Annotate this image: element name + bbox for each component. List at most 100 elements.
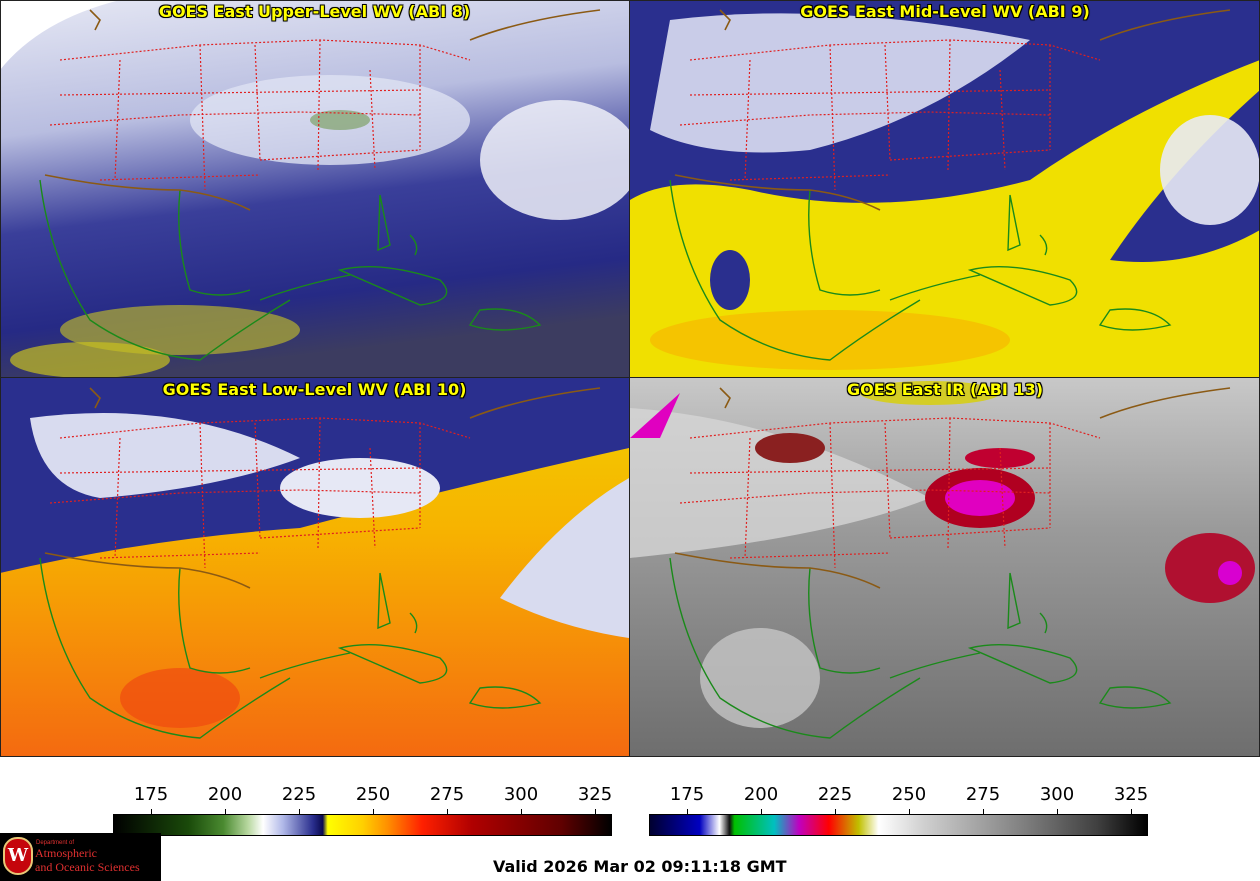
satellite-image-low-wv [0, 378, 629, 756]
state-border [729, 174, 891, 181]
panel-low-level-wv: GOES East Low-Level WV (ABI 10) [0, 378, 629, 756]
uw-crest-icon: W [3, 837, 33, 875]
colorbar-tick-label: 275 [429, 784, 465, 805]
state-border [114, 437, 121, 559]
colorbar-tick [909, 809, 910, 815]
map-boundary [337, 265, 448, 306]
state-border [889, 149, 1051, 161]
aos-logo: W Department of Atmospheric and Oceanic … [0, 833, 161, 881]
map-boundary [259, 652, 351, 679]
state-border [254, 44, 261, 161]
state-border [114, 59, 121, 181]
map-boundary [889, 652, 981, 679]
panel-upper-level-wv: GOES East Upper-Level WV (ABI 8) [0, 0, 629, 377]
state-border [829, 422, 836, 569]
satellite-image-upper-wv [0, 0, 629, 377]
colorbar-tick [299, 809, 300, 815]
map-boundary [674, 552, 881, 589]
map-boundary [719, 9, 731, 31]
map-boundary [178, 567, 251, 674]
panel-title: GOES East Low-Level WV (ABI 10) [162, 380, 467, 399]
map-boundary [44, 552, 251, 589]
state-border [999, 69, 1006, 171]
state-border [59, 417, 471, 439]
colorbar-tick-label: 275 [965, 784, 1001, 805]
map-boundary [1039, 612, 1048, 634]
map-boundary [468, 308, 542, 331]
map-boundary [44, 174, 251, 211]
map-boundary [719, 387, 731, 409]
map-boundary [337, 643, 448, 684]
colorbar-tick [225, 809, 226, 815]
colorbar-tick-label: 250 [891, 784, 927, 805]
map-boundary [1098, 686, 1172, 709]
colorbar-tick-label: 250 [355, 784, 391, 805]
panel-title: GOES East Mid-Level WV (ABI 9) [800, 2, 1090, 21]
colorbar-tick [983, 809, 984, 815]
state-border [744, 59, 751, 181]
state-border [49, 489, 421, 504]
state-border [317, 417, 321, 549]
colorbar-tick-label: 325 [1113, 784, 1149, 805]
state-border [99, 174, 261, 181]
state-border [889, 527, 1051, 539]
map-boundary [967, 643, 1078, 684]
map-boundary [409, 234, 418, 256]
state-border [59, 39, 471, 61]
colorbar-wv [113, 814, 612, 836]
map-boundary [889, 274, 981, 301]
panel-title: GOES East IR (ABI 13) [846, 380, 1044, 399]
map-boundary [469, 9, 601, 41]
colorbar-tick [761, 809, 762, 815]
colorbar-ir [649, 814, 1148, 836]
logo-line-1: Atmospheric [35, 846, 97, 860]
colorbar-tick [521, 809, 522, 815]
colorbar-tick-label: 300 [503, 784, 539, 805]
state-border [729, 552, 891, 559]
map-boundary [808, 189, 881, 296]
map-boundary [967, 265, 1078, 306]
state-border [59, 467, 421, 474]
state-border [259, 527, 421, 539]
map-boundary [178, 189, 251, 296]
state-border [254, 422, 261, 539]
map-borders-overlay [39, 9, 1231, 739]
state-border [884, 422, 891, 539]
map-boundary [409, 612, 418, 634]
map-boundary [1099, 387, 1231, 419]
colorbar-tick-label: 175 [133, 784, 169, 805]
map-boundary [1007, 572, 1021, 630]
state-border [689, 39, 1101, 61]
state-border [369, 69, 376, 171]
valid-time-label: Valid 2026 Mar 02 09:11:18 GMT [493, 857, 787, 876]
map-boundary [1099, 9, 1231, 41]
map-boundary [1098, 308, 1172, 331]
state-border [317, 39, 321, 171]
panel-title: GOES East Upper-Level WV (ABI 8) [158, 2, 471, 21]
state-border [744, 437, 751, 559]
colorbar-tick [687, 809, 688, 815]
map-boundary [669, 179, 921, 361]
colorbar-tick-label: 325 [577, 784, 613, 805]
colorbar-tick-label: 225 [281, 784, 317, 805]
panel-divider-vertical [629, 0, 630, 757]
colorbar-tick [1057, 809, 1058, 815]
map-boundary [468, 686, 542, 709]
map-boundary [39, 557, 291, 739]
colorbar-tick [1131, 809, 1132, 815]
map-boundary [1007, 194, 1021, 252]
map-boundary [377, 194, 391, 252]
map-boundary [259, 274, 351, 301]
state-border [689, 89, 1051, 96]
colorbar-tick [373, 809, 374, 815]
state-border [679, 111, 1051, 126]
colorbar-tick-label: 175 [669, 784, 705, 805]
state-border [884, 44, 891, 161]
colorbar-tick [151, 809, 152, 815]
colorbar-tick [447, 809, 448, 815]
state-border [679, 489, 1051, 504]
state-border [99, 552, 261, 559]
state-border [199, 44, 206, 191]
panel-divider-horizontal [0, 377, 1260, 378]
state-border [49, 111, 421, 126]
